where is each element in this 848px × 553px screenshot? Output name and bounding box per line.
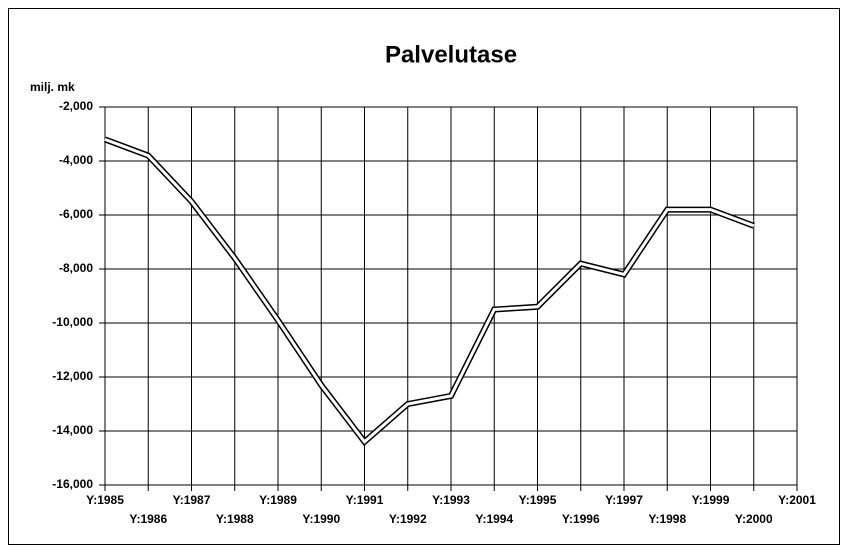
x-tick-label: Y:1992: [389, 512, 427, 526]
y-tick-label: -8,000: [59, 261, 93, 275]
x-tick-label: Y:1994: [475, 512, 513, 526]
x-tick-label: Y:1996: [562, 512, 600, 526]
x-tick-label: Y:1989: [259, 493, 297, 507]
x-tick-label: Y:1997: [605, 493, 643, 507]
x-tick-label: Y:1986: [129, 512, 167, 526]
plot-border: [104, 106, 798, 486]
chart-title: Palvelutase: [385, 41, 517, 68]
y-axis-label: milj. mk: [30, 80, 75, 94]
x-tick-label: Y:2001: [778, 493, 816, 507]
y-tick-label: -16,000: [52, 477, 93, 491]
x-tick-label: Y:1985: [86, 493, 124, 507]
x-tick-label: Y:1991: [346, 493, 384, 507]
y-tick-label: -6,000: [59, 207, 93, 221]
line: [104, 137, 755, 444]
y-tick-label: -4,000: [59, 153, 93, 167]
y-tick-label: -14,000: [52, 423, 93, 437]
x-tick-label: Y:1999: [692, 493, 730, 507]
y-tick-label: -2,000: [59, 99, 93, 113]
x-tick-label: Y:1998: [648, 512, 686, 526]
y-tick-label: -10,000: [52, 315, 93, 329]
x-tick-label: Y:1987: [173, 493, 211, 507]
y-tick-label: -12,000: [52, 369, 93, 383]
line-outline: [103, 136, 755, 447]
x-tick-label: Y:1993: [432, 493, 470, 507]
x-tick-label: Y:1988: [216, 512, 254, 526]
x-tick-label: Y:2000: [735, 512, 773, 526]
x-tick-label: Y:1995: [519, 493, 557, 507]
x-tick-label: Y:1990: [302, 512, 340, 526]
frame: [8, 8, 840, 545]
